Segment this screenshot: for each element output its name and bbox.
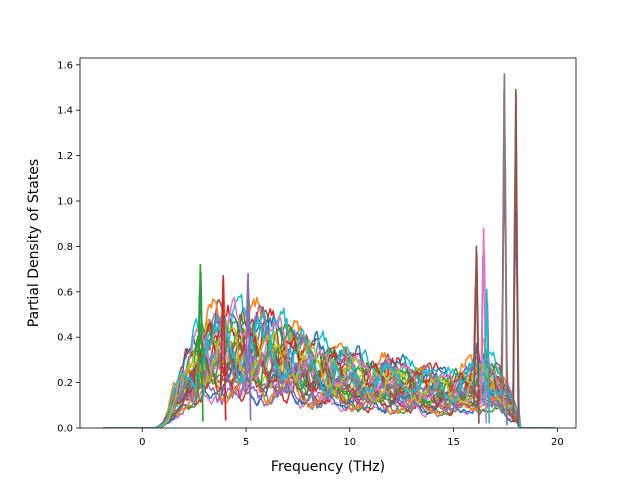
pdos-peak [473, 245, 480, 424]
y-tick-label: 1.4 [57, 106, 73, 117]
x-tick-label: 0 [139, 437, 145, 448]
y-axis-ticks: 0.0 0.2 0.4 0.6 0.8 1.0 1.2 1.4 1.6 [57, 60, 80, 435]
pdos-series-line [102, 319, 556, 428]
series-layer [102, 73, 556, 428]
pdos-peak [219, 275, 227, 421]
pdos-peak [197, 263, 204, 422]
pdos-series-line [102, 322, 556, 428]
y-tick-label: 0.4 [57, 333, 73, 344]
y-tick-label: 1.0 [57, 197, 73, 208]
y-tick-label: 0.6 [57, 287, 73, 298]
y-tick-label: 1.6 [57, 60, 73, 71]
y-tick-label: 0.2 [57, 378, 73, 389]
pdos-series-line [102, 339, 556, 428]
y-tick-label: 1.2 [57, 151, 73, 162]
pdos-peak [512, 88, 520, 427]
x-axis-ticks: 0 5 10 15 20 [139, 428, 564, 448]
x-tick-label: 10 [343, 437, 356, 448]
pdos-peak [501, 73, 508, 426]
pdos-peak [244, 272, 252, 421]
x-tick-label: 20 [551, 437, 564, 448]
x-tick-label: 15 [447, 437, 460, 448]
plot-frame [79, 57, 577, 429]
y-tick-label: 0.8 [57, 242, 73, 253]
x-tick-label: 5 [243, 437, 249, 448]
pdos-series-line [102, 363, 556, 428]
pdos-peak [483, 288, 491, 424]
y-tick-label: 0.0 [57, 424, 73, 435]
x-axis-label: Frequency (THz) [271, 459, 385, 475]
pdos-series-line [102, 310, 556, 428]
y-axis-label: Partial Density of States [26, 159, 42, 327]
pdos-series-line [102, 339, 556, 428]
